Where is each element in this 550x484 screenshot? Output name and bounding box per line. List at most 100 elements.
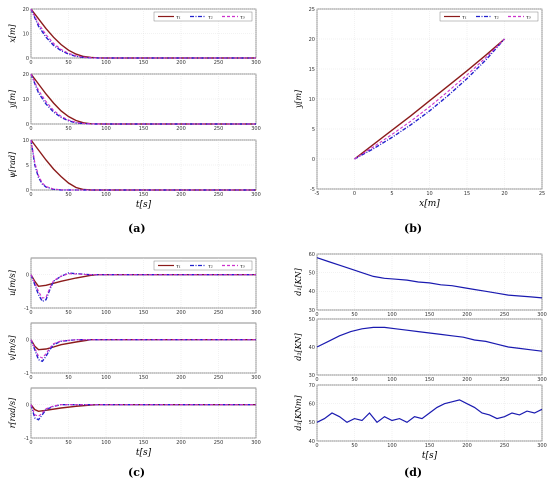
y-tick-label: 50 <box>309 420 315 426</box>
x-tick-label: 100 <box>101 126 111 132</box>
y-tick-label: -1 <box>24 436 29 442</box>
x-tick-label: 100 <box>387 312 397 318</box>
y-tick-label: 10 <box>23 31 29 37</box>
y-tick-label: 15 <box>309 67 315 73</box>
x-tick-label: 100 <box>387 443 397 449</box>
x-tick-label: 5 <box>390 191 393 197</box>
y-axis-label: y[m] <box>294 89 303 109</box>
y-tick-label: 10 <box>23 138 29 144</box>
y-tick-label: -5 <box>310 187 315 193</box>
x-tick-label: 50 <box>65 440 71 446</box>
x-tick-label: 50 <box>65 192 71 198</box>
legend-entry: τ₁ <box>176 264 181 270</box>
x-tick-label: 0 <box>315 312 318 318</box>
y-tick-label: 10 <box>23 97 29 103</box>
x-tick-label: 250 <box>214 310 224 316</box>
x-tick-label: 300 <box>537 312 547 318</box>
x-tick-label: 150 <box>139 440 149 446</box>
x-tick-label: 200 <box>462 312 472 318</box>
x-tick-label: 100 <box>387 377 397 383</box>
x-tick-label: 100 <box>101 310 111 316</box>
x-tick-label: 250 <box>500 377 510 383</box>
y-axis-label: d₁[KN] <box>294 267 303 295</box>
y-tick-label: 40 <box>309 289 315 295</box>
x-tick-label: 25 <box>539 191 545 197</box>
y-tick-label: 40 <box>309 345 315 351</box>
x-tick-label: 100 <box>101 60 111 66</box>
x-tick-label: 150 <box>139 60 149 66</box>
x-tick-label: -5 <box>315 191 320 197</box>
chart-a2: 0 50 100 150 200 250 300 0 10 20 y[m] <box>8 72 261 132</box>
y-tick-label: 0 <box>26 337 29 343</box>
y-tick-label: 25 <box>309 7 315 13</box>
x-tick-label: 0 <box>29 126 32 132</box>
x-tick-label: 0 <box>29 375 32 381</box>
y-tick-label: 0 <box>26 188 29 194</box>
y-tick-label: 50 <box>309 270 315 276</box>
legend-entry: τ₃ <box>240 264 245 270</box>
series-line-b-1 <box>354 38 506 160</box>
x-tick-label: 100 <box>101 192 111 198</box>
series-line-a2-1 <box>30 73 256 125</box>
panel-label-a: (a) <box>128 222 146 235</box>
y-axis-label: d₃[KNm] <box>294 395 303 431</box>
x-tick-label: 250 <box>214 192 224 198</box>
y-axis-label: y[m] <box>8 89 17 109</box>
x-tick-label: 150 <box>425 377 435 383</box>
panel-label-b: (b) <box>404 222 423 235</box>
x-tick-label: 200 <box>462 377 472 383</box>
panel-label-c: (c) <box>128 466 146 479</box>
chart-c2: 0 50 100 150 200 250 300-10v[m/s] <box>8 322 261 381</box>
x-tick-label: 100 <box>101 375 111 381</box>
y-tick-label: 60 <box>309 401 315 407</box>
y-tick-label: -1 <box>24 371 29 377</box>
x-tick-label: 250 <box>214 375 224 381</box>
x-tick-label: 50 <box>351 377 357 383</box>
x-axis-label: x[m] <box>419 199 440 209</box>
legend-box <box>153 260 253 271</box>
series-line-d1-0 <box>316 257 543 299</box>
y-axis-label: r[rad/s] <box>8 397 17 428</box>
y-tick-label: 60 <box>309 252 315 258</box>
x-tick-label: 50 <box>65 126 71 132</box>
x-tick-label: 300 <box>251 126 261 132</box>
x-tick-label: 200 <box>176 310 186 316</box>
chart-b: -5 0 5 10 15 20 25 -5 0 5 10 15 20 25 y[m] x[m] τ₁ τ₂ τ₃ <box>294 7 545 209</box>
x-axis-label: t[s] <box>422 451 438 461</box>
series-line-c2-0 <box>30 339 256 351</box>
x-tick-label: 200 <box>176 375 186 381</box>
y-tick-label: 0 <box>26 402 29 408</box>
y-tick-label: 5 <box>312 127 315 133</box>
x-tick-label: 250 <box>500 443 510 449</box>
series-line-a3-2 <box>30 139 256 191</box>
y-tick-label: 70 <box>309 383 315 389</box>
x-tick-label: 200 <box>176 126 186 132</box>
x-tick-label: 300 <box>251 60 261 66</box>
x-axis-label: t[s] <box>136 200 152 210</box>
x-tick-label: 300 <box>537 443 547 449</box>
x-tick-label: 150 <box>139 192 149 198</box>
x-tick-label: 300 <box>251 310 261 316</box>
x-tick-label: 0 <box>29 440 32 446</box>
y-tick-label: 40 <box>309 439 315 445</box>
y-axis-label: ψ[rad] <box>8 151 17 178</box>
series-line-b-0 <box>354 38 505 160</box>
x-tick-label: 15 <box>464 191 470 197</box>
legend-entry: τ₂ <box>494 15 499 21</box>
x-tick-label: 10 <box>426 191 432 197</box>
x-tick-label: 0 <box>353 191 356 197</box>
x-axis-label: t[s] <box>136 448 152 458</box>
chart-c1: 0 50 100 150 200 250 300-10u[m/s]τ₁ τ₂ τ₃ <box>8 257 261 316</box>
y-axis-label: x[m] <box>8 23 17 42</box>
y-axis-label: v[m/s] <box>8 335 17 361</box>
x-tick-label: 300 <box>251 440 261 446</box>
series-line-a1-1 <box>30 8 256 59</box>
legend-entry: τ₂ <box>208 264 213 270</box>
series-line-c2-2 <box>30 339 256 359</box>
y-tick-label: 0 <box>312 157 315 163</box>
x-tick-label: 50 <box>65 310 71 316</box>
x-tick-label: 300 <box>537 377 547 383</box>
x-tick-label: 20 <box>501 191 507 197</box>
series-line-c1-2 <box>30 273 256 299</box>
legend-entry: τ₃ <box>240 15 245 21</box>
